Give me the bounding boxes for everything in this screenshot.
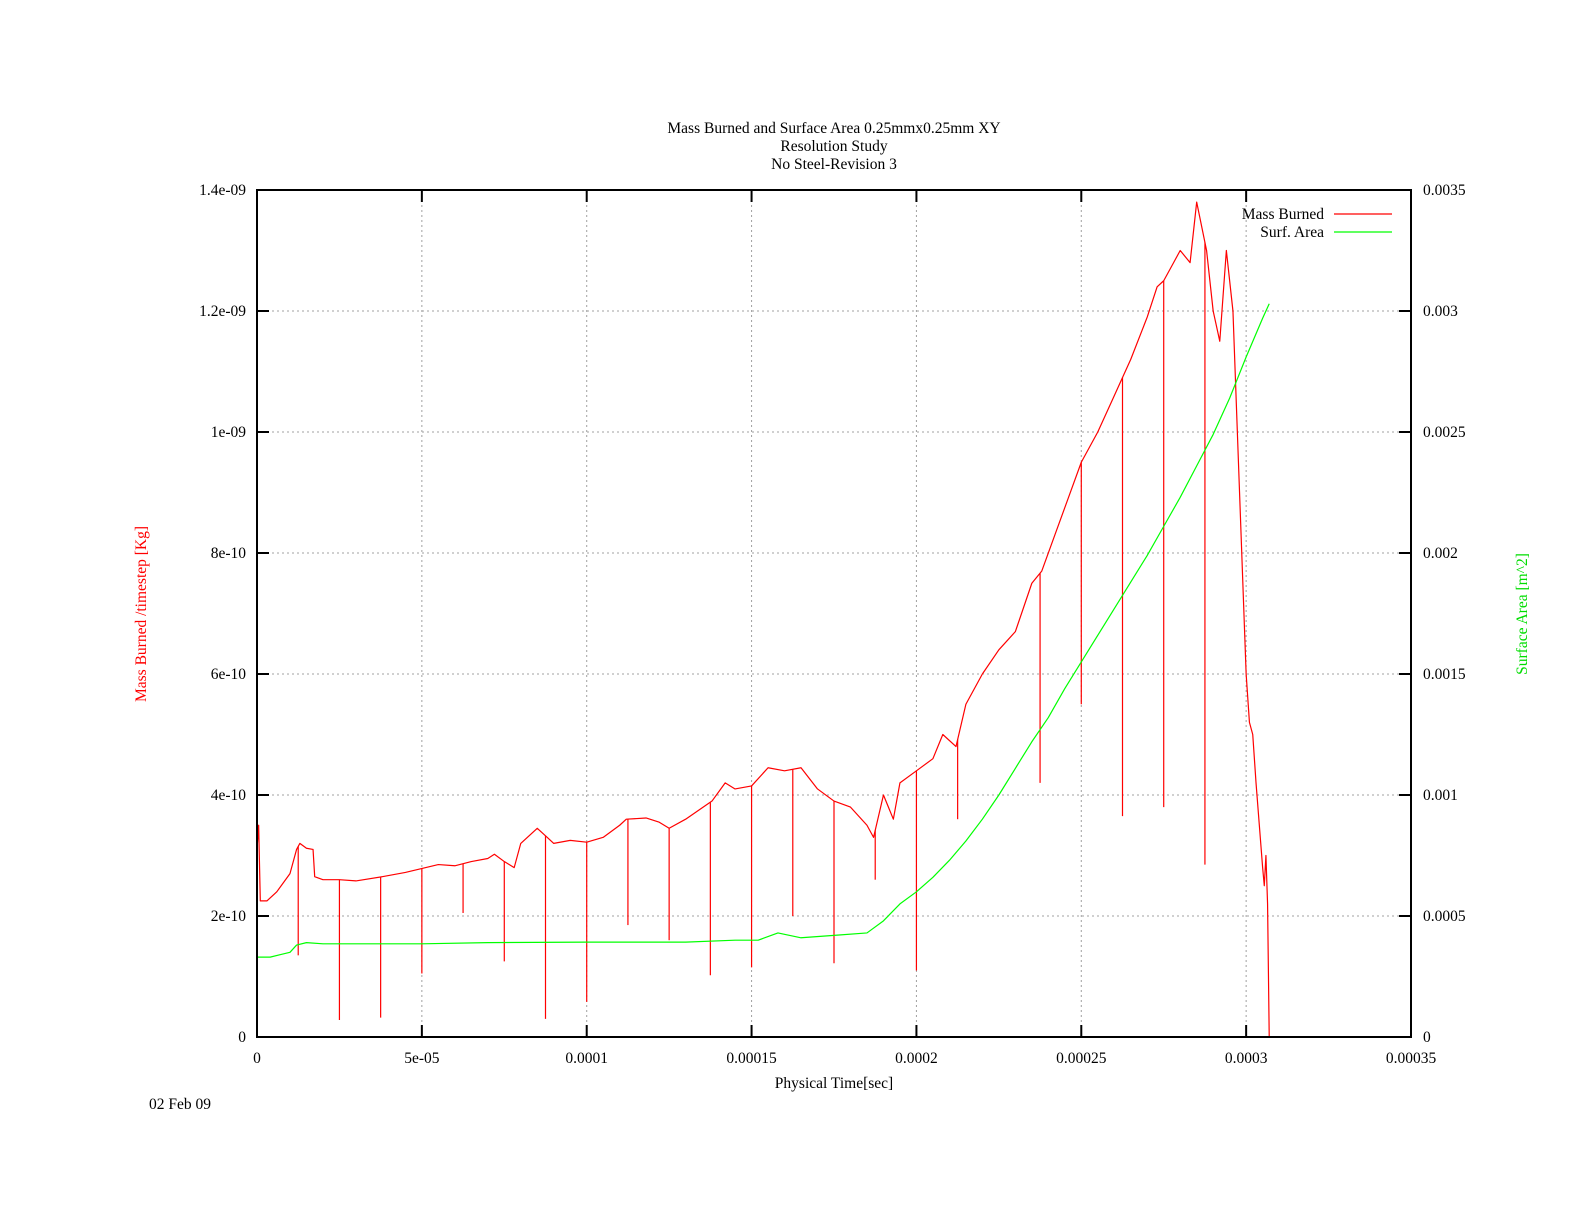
y-axis-label: Mass Burned /timestep [Kg] (133, 526, 150, 702)
date-stamp: 02 Feb 09 (149, 1096, 211, 1113)
x-tick-label: 0 (253, 1050, 261, 1067)
y-tick-label: 1.4e-09 (199, 182, 246, 199)
x-tick-label: 0.0002 (895, 1050, 938, 1067)
series-line-mass-burned (256, 201, 1270, 1038)
x-tick-label: 0.00015 (726, 1050, 777, 1067)
x-tick-label: 0.0003 (1225, 1050, 1268, 1067)
x-tick-label: 0.0001 (565, 1050, 608, 1067)
series-layer (256, 201, 1270, 1038)
x-axis-label: Physical Time[sec] (775, 1075, 893, 1092)
y2-axis-label: Surface Area [m^2] (1514, 553, 1531, 675)
y2-tick-label: 0.0025 (1423, 424, 1466, 441)
y2-tick-label: 0.0035 (1423, 182, 1466, 199)
y2-tick-label: 0.0015 (1423, 666, 1466, 683)
y2-tick-label: 0 (1423, 1029, 1431, 1046)
y2-tick-label: 0.002 (1423, 545, 1458, 562)
y-tick-label: 4e-10 (211, 787, 247, 804)
y-tick-label: 8e-10 (211, 545, 247, 562)
chart-title-line-1: Mass Burned and Surface Area 0.25mmx0.25… (667, 120, 1000, 137)
legend-label-surf-area: Surf. Area (1260, 224, 1324, 241)
x-tick-label: 5e-05 (404, 1050, 440, 1067)
series-line-surf-area (257, 303, 1270, 958)
y2-tick-label: 0.003 (1423, 303, 1458, 320)
chart-title-line-2: Resolution Study (780, 138, 887, 155)
y-tick-label: 1e-09 (211, 424, 247, 441)
plot-frame (256, 189, 1412, 1038)
y2-tick-label: 0.001 (1423, 787, 1458, 804)
x-tick-label: 0.00025 (1056, 1050, 1107, 1067)
y-tick-label: 6e-10 (211, 666, 247, 683)
x-tick-label: 0.00035 (1386, 1050, 1437, 1067)
axis-ticks: 0 5e-05 0.0001 0.00015 0.0002 0.00025 0.0003 0.… (199, 182, 1466, 1067)
chart-title-line-3: No Steel-Revision 3 (771, 156, 897, 173)
y-tick-label: 1.2e-09 (199, 303, 246, 320)
legend-label-mass-burned: Mass Burned (1242, 206, 1324, 223)
legend: Mass Burned Surf. Area (1242, 206, 1392, 241)
y-tick-label: 0 (238, 1029, 246, 1046)
y2-tick-label: 0.0005 (1423, 908, 1466, 925)
y-tick-label: 2e-10 (211, 908, 247, 925)
